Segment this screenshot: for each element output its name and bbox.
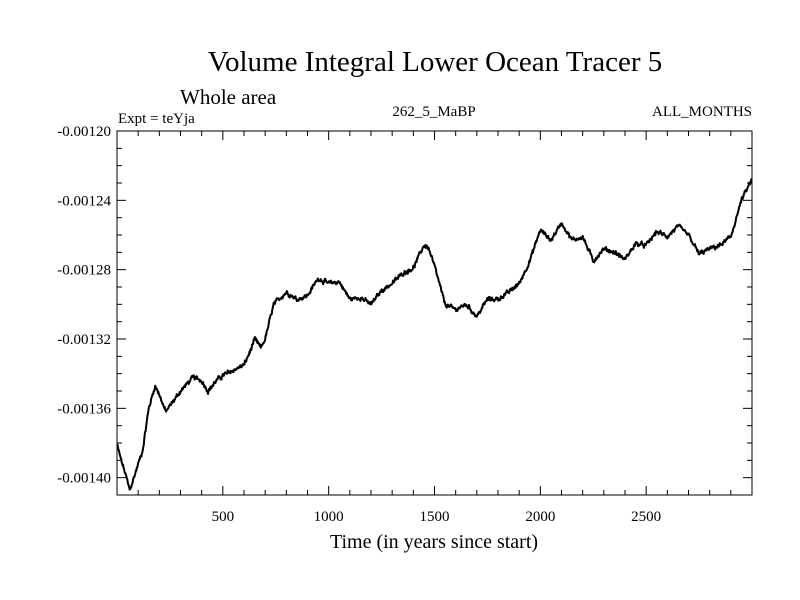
y-tick-label: -0.00136	[57, 401, 111, 417]
y-tick-label: -0.00120	[57, 124, 111, 140]
plot-border	[116, 130, 753, 496]
experiment-label: Expt = teYja	[118, 111, 195, 127]
run-label: 262_5_MaBP	[392, 104, 475, 120]
x-tick-label: 2000	[525, 509, 555, 525]
x-tick-label: 1000	[314, 509, 344, 525]
x-tick-label: 1500	[420, 509, 450, 525]
y-tick-label: -0.00128	[57, 263, 111, 279]
x-tick-label: 2500	[631, 509, 661, 525]
x-axis-label: Time (in years since start)	[330, 531, 538, 553]
y-tick-label: -0.00124	[57, 193, 111, 209]
x-axis: 500 1000 1500 2000 2500	[212, 131, 661, 525]
series-line	[116, 178, 753, 491]
chart-subtitle: Whole area	[180, 85, 277, 109]
months-label: ALL_MONTHS	[652, 104, 752, 120]
plot-frame	[116, 130, 753, 496]
x-tick-label: 500	[212, 509, 235, 525]
y-tick-label: -0.00140	[57, 471, 111, 487]
minor-ticks	[117, 131, 752, 495]
y-tick-label: -0.00132	[57, 332, 111, 348]
y-axis: -0.00120 -0.00124 -0.00128 -0.00132 -0.00136…	[57, 124, 752, 487]
chart-title: Volume Integral Lower Ocean Tracer 5	[208, 46, 662, 78]
